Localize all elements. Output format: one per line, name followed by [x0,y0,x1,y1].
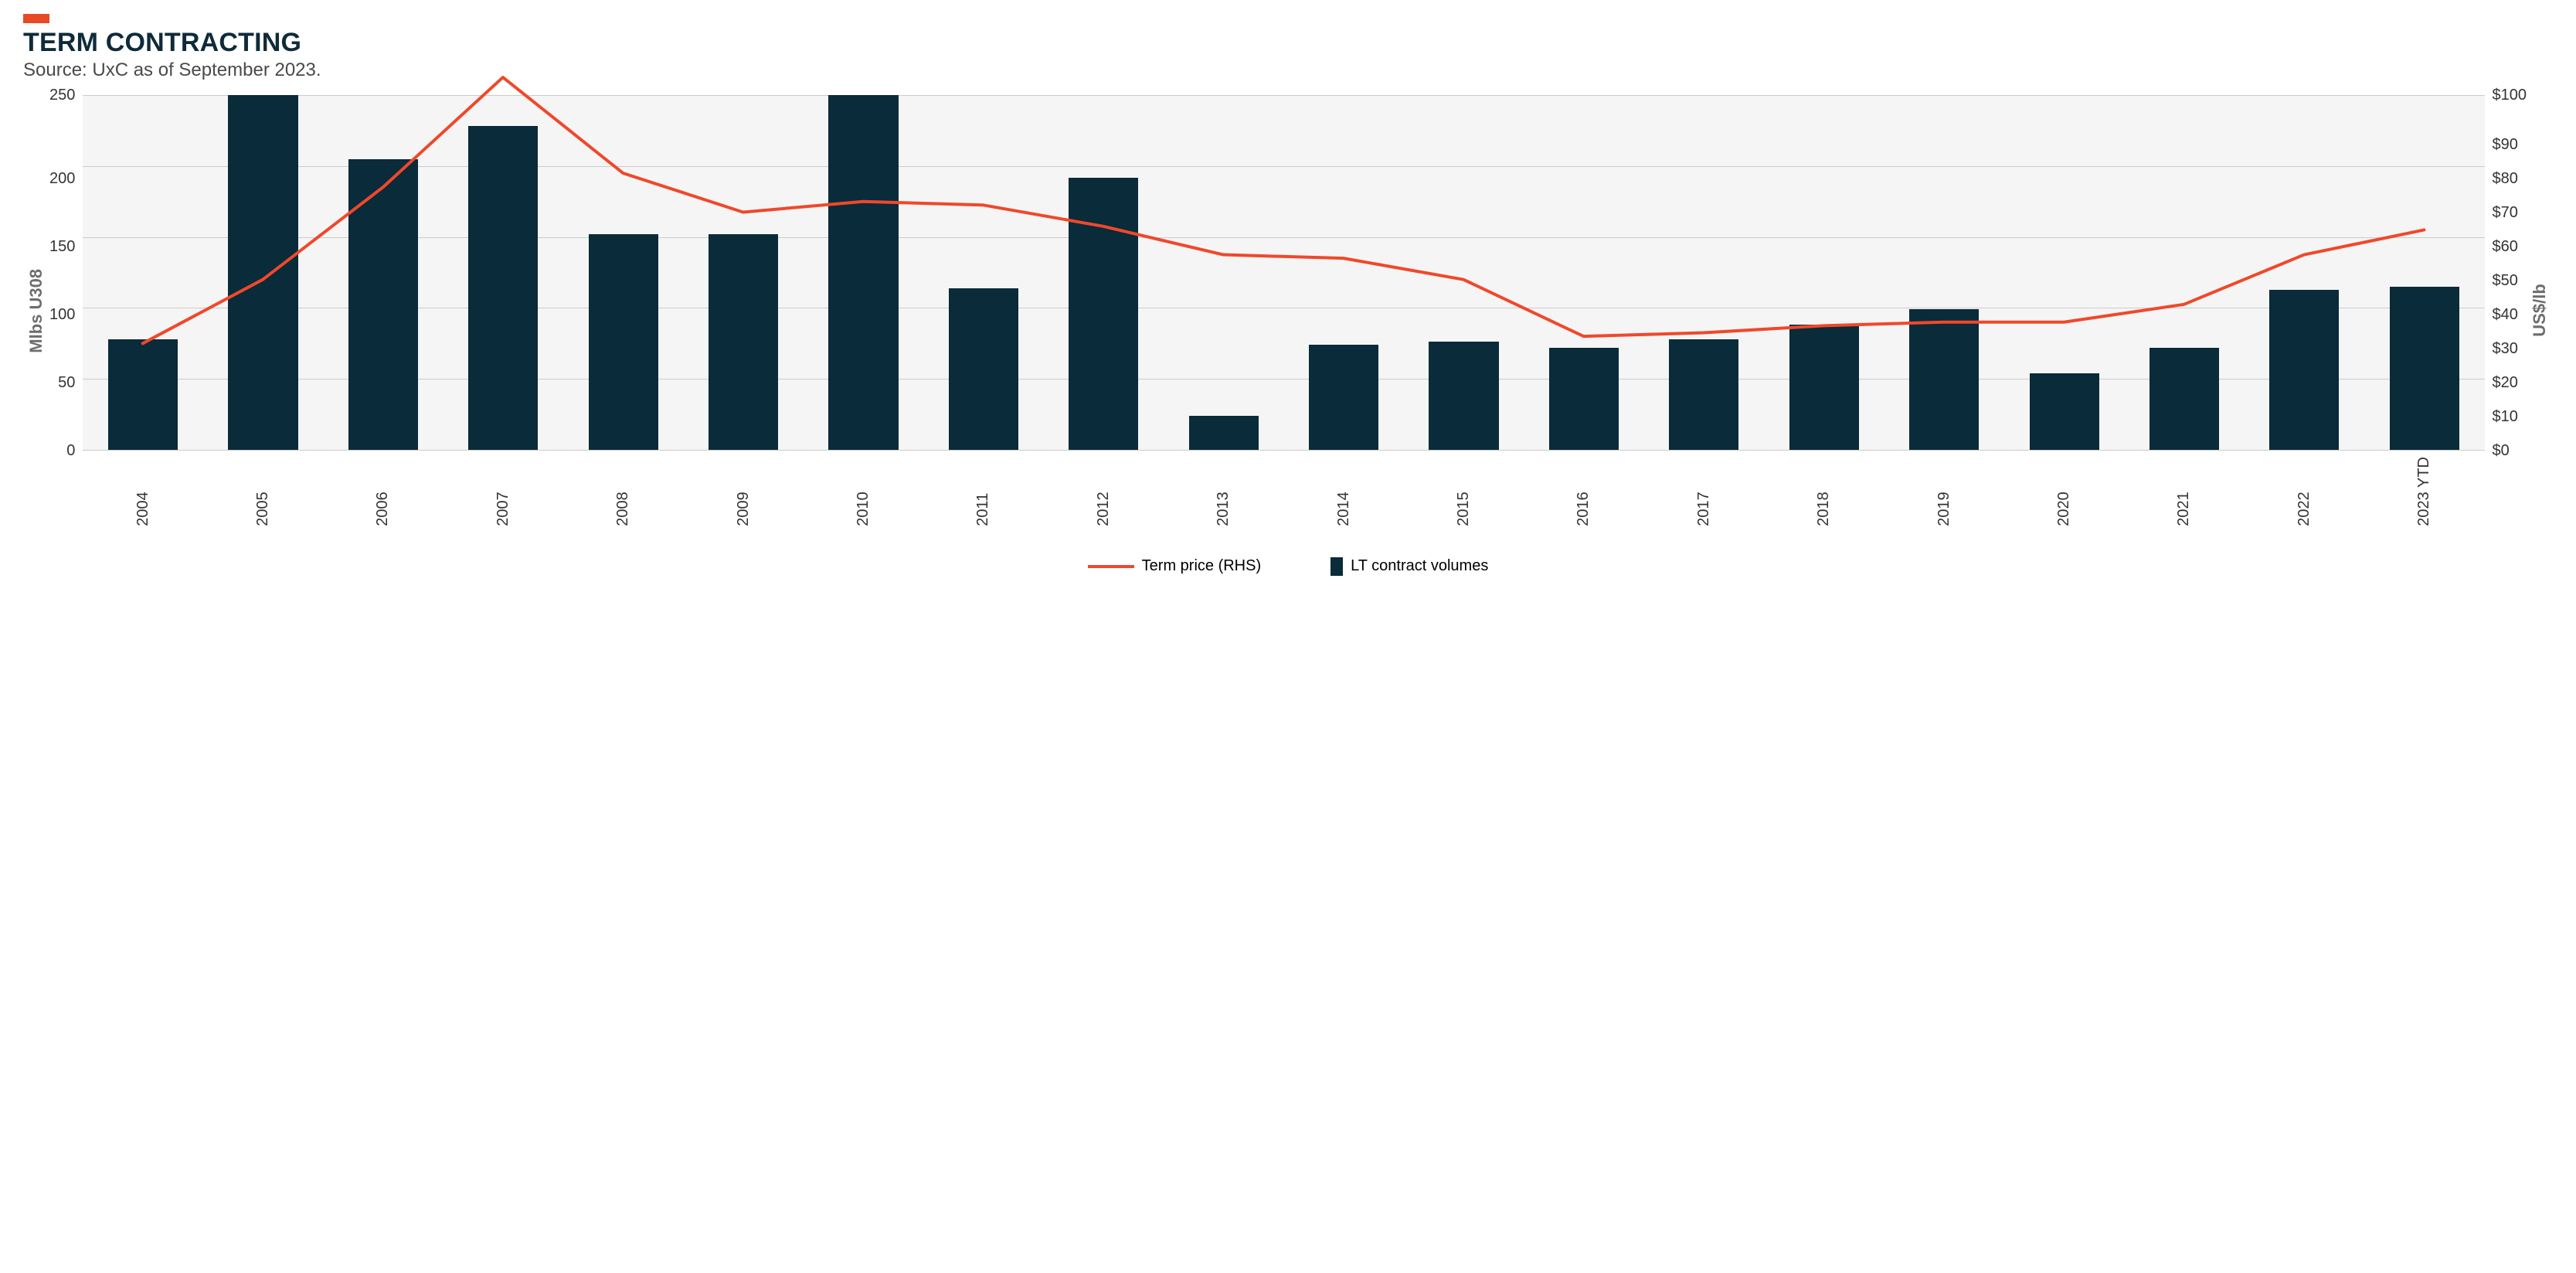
y2-tick: $40 [2493,307,2518,322]
y2-tick: $90 [2493,137,2518,152]
y2-tick: $50 [2493,273,2518,288]
x-label: 2023 YTD [2415,457,2433,526]
x-label-slot: 2019 [1884,457,2003,526]
x-label: 2018 [1815,457,1833,526]
x-label: 2009 [735,457,753,526]
legend-bar-swatch [1330,557,1343,576]
y2-tick: $20 [2493,375,2518,390]
y2-axis-ticks: $100$90$80$70$60$50$40$30$20$10$0 [2485,95,2527,451]
y1-tick: 200 [49,171,75,186]
chart-source: Source: UxC as of September 2023. [23,60,2553,81]
accent-bar [23,14,49,23]
legend: Term price (RHS) LT contract volumes [23,557,2553,576]
x-label-slot: 2005 [203,457,323,526]
y1-axis-ticks: 250200150100500 [49,95,83,451]
x-label-slot: 2016 [1524,457,1643,526]
x-label-slot: 2015 [1404,457,1524,526]
y2-tick: $70 [2493,205,2518,220]
plot-area [83,95,2484,451]
x-label-slot: 2004 [83,457,202,526]
chart-container: Mlbs U308 250200150100500 20042005200620… [23,95,2553,526]
x-label: 2021 [2175,457,2193,526]
x-label-slot: 2013 [1164,457,1283,526]
y1-tick: 0 [66,443,75,458]
legend-label: LT contract volumes [1351,557,1488,575]
line-series [83,95,2484,450]
x-label: 2019 [1935,457,1953,526]
x-label: 2012 [1095,457,1113,526]
x-label: 2014 [1335,457,1353,526]
x-label-slot: 2020 [2004,457,2124,526]
x-label: 2015 [1455,457,1473,526]
x-label: 2011 [974,457,992,526]
y1-tick: 150 [49,239,75,254]
x-label: 2006 [374,457,392,526]
term-price-line [143,77,2425,343]
y1-tick: 100 [49,307,75,322]
x-label-slot: 2021 [2124,457,2244,526]
x-label-slot: 2006 [323,457,443,526]
x-label-slot: 2023 YTD [2364,457,2484,526]
x-label-slot: 2010 [804,457,923,526]
x-label: 2016 [1575,457,1592,526]
y2-tick: $10 [2493,409,2518,424]
x-label: 2010 [855,457,872,526]
x-label: 2008 [614,457,632,526]
y1-tick: 50 [58,375,75,390]
x-label-slot: 2012 [1044,457,1164,526]
x-label-slot: 2017 [1644,457,1764,526]
y2-tick: $100 [2493,87,2527,103]
x-label-slot: 2018 [1764,457,1884,526]
gridline [83,450,2484,451]
y2-axis-label: US$/lb [2527,95,2553,526]
x-label-slot: 2014 [1283,457,1403,526]
legend-item-term-price: Term price (RHS) [1088,557,1261,576]
y2-tick: $0 [2493,443,2510,458]
x-label-slot: 2022 [2245,457,2364,526]
y2-tick: $80 [2493,171,2518,186]
x-label-slot: 2008 [563,457,683,526]
y1-tick: 250 [49,87,75,103]
legend-line-swatch [1088,565,1134,568]
chart-title: TERM CONTRACTING [23,28,2553,58]
x-label: 2005 [254,457,272,526]
x-label-slot: 2009 [683,457,803,526]
y2-tick: $30 [2493,341,2518,356]
x-label: 2007 [494,457,512,526]
x-label: 2017 [1695,457,1713,526]
x-label-slot: 2007 [443,457,563,526]
y2-tick: $60 [2493,239,2518,254]
x-label: 2020 [2055,457,2073,526]
legend-item-lt-volumes: LT contract volumes [1330,557,1488,576]
legend-label: Term price (RHS) [1142,557,1261,575]
x-label: 2022 [2296,457,2313,526]
y1-axis-label: Mlbs U308 [23,95,49,526]
x-axis-labels: 2004 2005 2006 2007 2008 2009 2010 2011 2012 2013… [83,457,2484,526]
x-label: 2013 [1215,457,1232,526]
x-label: 2004 [134,457,152,526]
x-label-slot: 2011 [923,457,1043,526]
